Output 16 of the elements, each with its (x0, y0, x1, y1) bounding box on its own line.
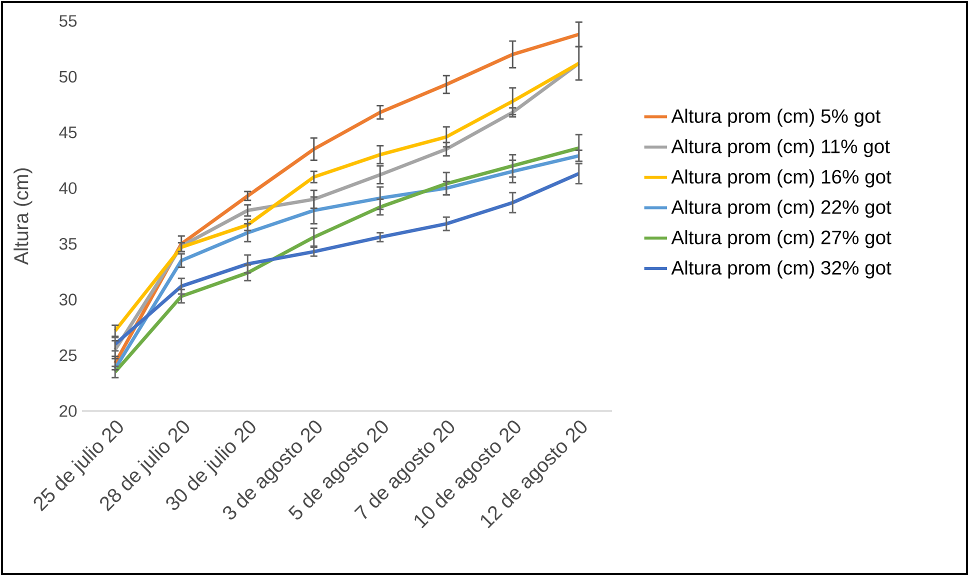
y-tick-label: 20 (60, 405, 77, 417)
line-series (113, 172, 581, 346)
y-tick-label: 50 (59, 70, 77, 83)
legend-label: Altura prom (cm) 22% got (671, 200, 892, 218)
legend-label: Altura prom (cm) 5% got (671, 108, 881, 127)
y-tick-label: 40 (59, 182, 77, 194)
legend-label: Altura prom (cm) 16% got (671, 169, 892, 188)
y-tick-label: 55 (59, 15, 77, 27)
y-tick-label: 35 (59, 238, 77, 250)
legend-label: Altura prom (cm) 32% got (671, 260, 892, 278)
y-tick-label: 30 (59, 294, 77, 306)
y-tick-label: 25 (60, 349, 77, 362)
y-axis-title: Altura (cm) (14, 168, 32, 265)
legend-label: Altura prom (cm) 27% got (671, 230, 892, 248)
legend-label: Altura prom (cm) 11% got (671, 139, 890, 158)
y-tick-label: 45 (59, 126, 77, 138)
